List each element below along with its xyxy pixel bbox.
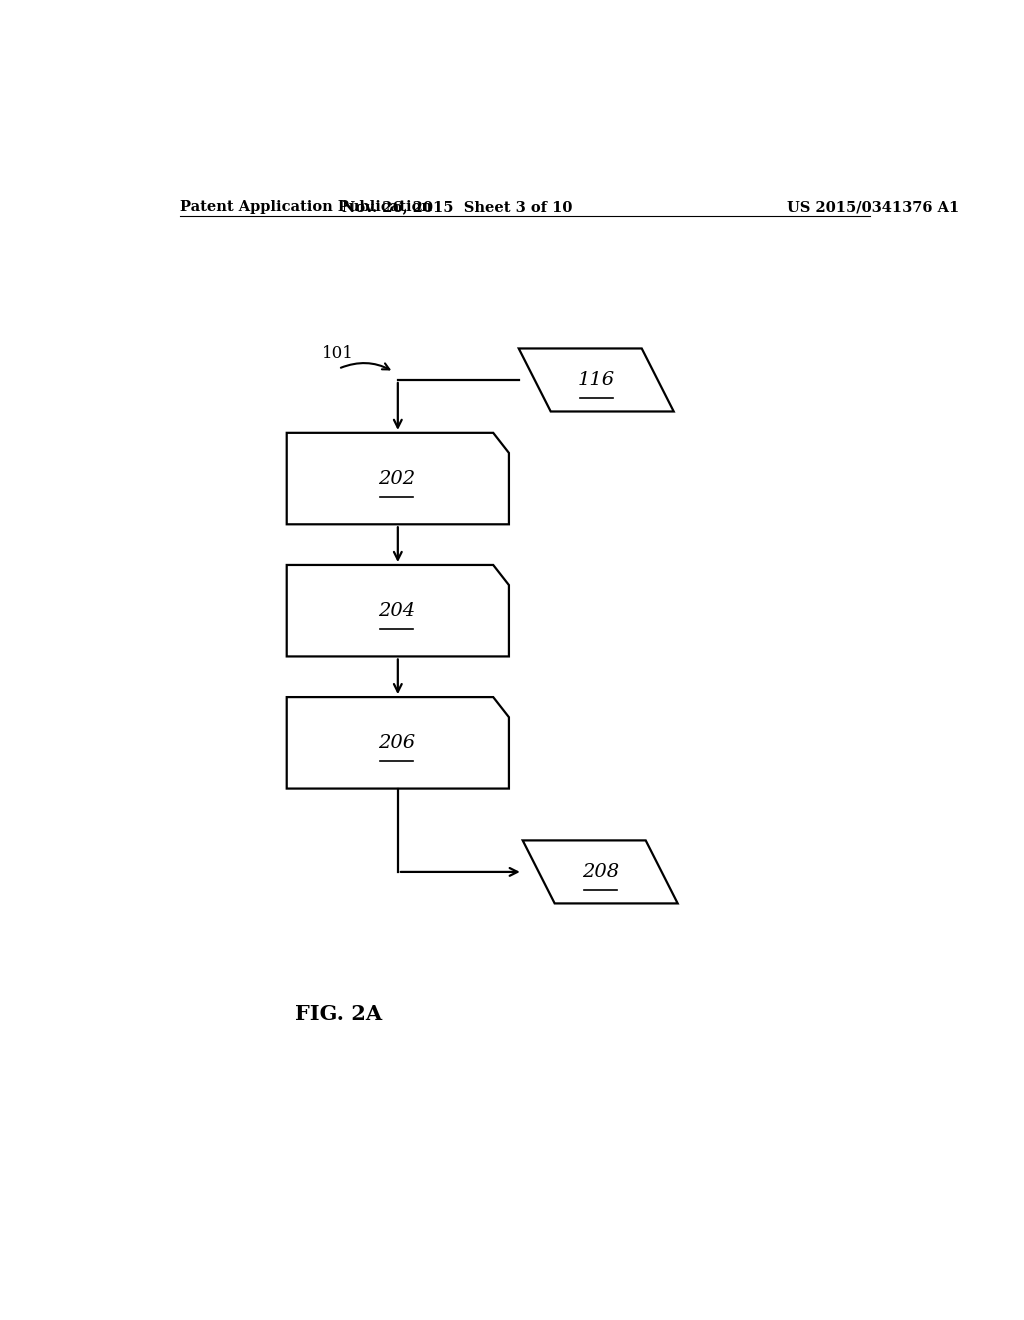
Text: US 2015/0341376 A1: US 2015/0341376 A1 — [786, 201, 958, 214]
Text: FIG. 2A: FIG. 2A — [295, 1005, 382, 1024]
Text: 204: 204 — [378, 602, 415, 619]
Text: Patent Application Publication: Patent Application Publication — [179, 201, 431, 214]
Text: 101: 101 — [323, 345, 354, 362]
Text: Nov. 26, 2015  Sheet 3 of 10: Nov. 26, 2015 Sheet 3 of 10 — [342, 201, 572, 214]
Text: 202: 202 — [378, 470, 415, 487]
Text: 116: 116 — [578, 371, 614, 389]
Text: 206: 206 — [378, 734, 415, 752]
Text: 208: 208 — [582, 863, 618, 880]
